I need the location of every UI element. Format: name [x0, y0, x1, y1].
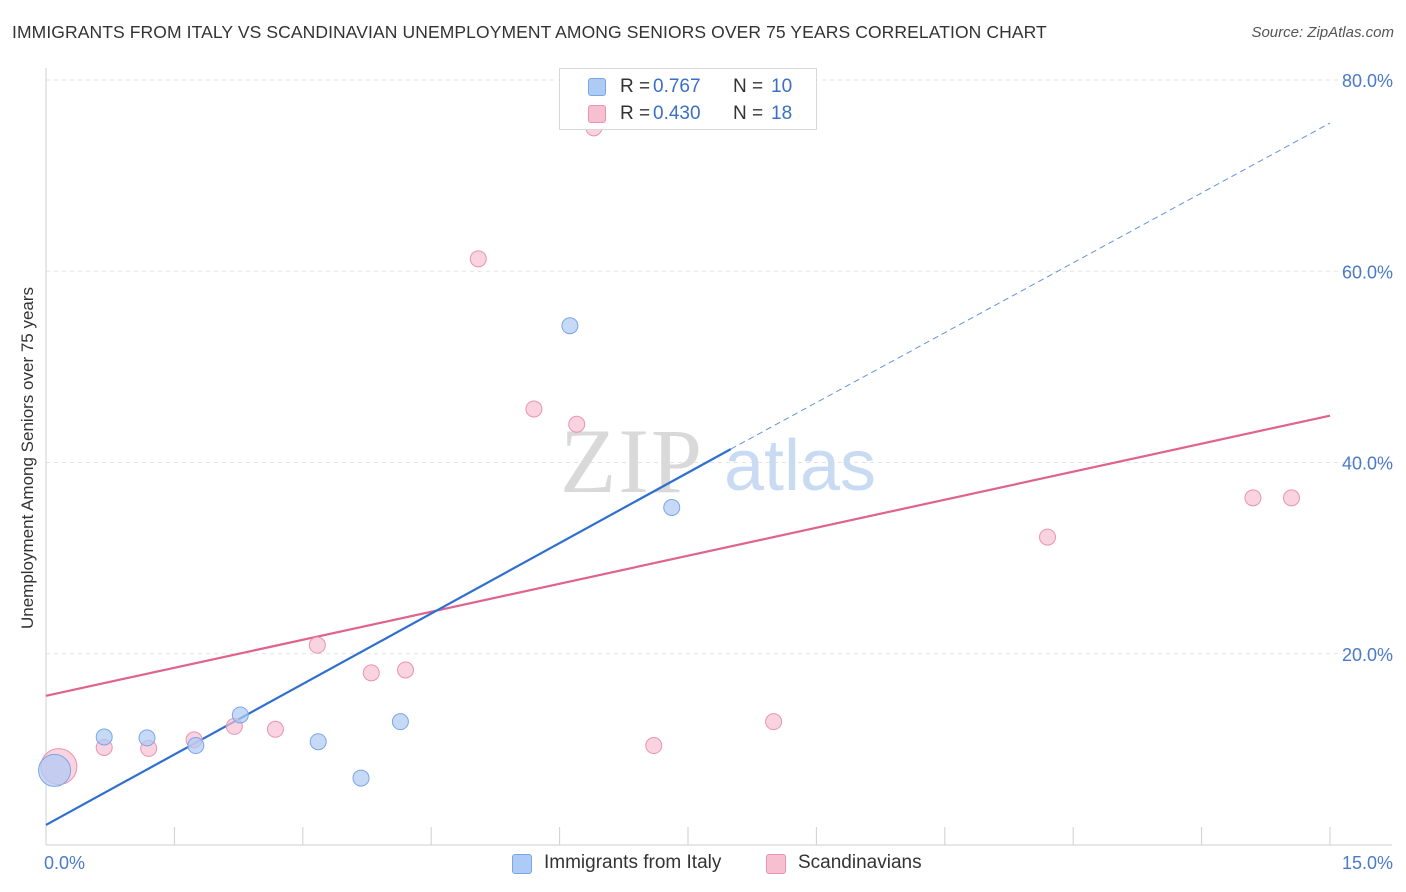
trend-line-scandinavians	[45, 414, 1331, 697]
point-scandinavians	[266, 720, 284, 738]
point-scandinavians	[1244, 489, 1262, 507]
n-value: 10	[771, 76, 793, 97]
point-scandinavians	[1282, 489, 1300, 507]
data-points	[38, 119, 1300, 787]
x-tick-label-max: 15.0%	[1342, 853, 1393, 873]
chart-title: IMMIGRANTS FROM ITALY VS SCANDINAVIAN UN…	[12, 22, 1047, 42]
point-italy	[309, 733, 327, 751]
point-scandinavians	[308, 636, 326, 654]
r-label: R =	[620, 103, 651, 124]
watermark-atlas: atlas	[724, 426, 876, 506]
y-tick-label: 20.0%	[1342, 645, 1393, 665]
axes	[45, 68, 1392, 846]
n-label: N =	[733, 76, 764, 97]
y-tick-label: 60.0%	[1342, 262, 1393, 282]
point-scandinavians	[362, 664, 380, 682]
trend-line-italy-extension	[730, 122, 1331, 450]
y-tick-label: 40.0%	[1342, 454, 1393, 474]
point-scandinavians	[1039, 528, 1057, 546]
y-tick-label: 80.0%	[1342, 71, 1393, 91]
grid-lines	[46, 79, 1392, 655]
bottom-legend-label-italy: Immigrants from Italy	[544, 852, 722, 873]
point-italy	[38, 753, 72, 787]
bottom-legend-swatch-italy	[512, 854, 532, 874]
x-tick-label-min: 0.0%	[44, 853, 85, 873]
point-scandinavians	[525, 400, 543, 418]
point-italy	[95, 728, 113, 746]
point-italy	[391, 713, 409, 731]
trend-line-italy	[45, 448, 732, 826]
point-italy	[231, 706, 249, 724]
trend-lines	[45, 122, 1331, 826]
point-scandinavians	[568, 415, 586, 433]
source-attribution: Source: ZipAtlas.com	[1251, 24, 1394, 41]
point-italy	[561, 317, 579, 335]
n-value: 18	[771, 103, 793, 124]
tick-labels: 20.0% 40.0% 60.0% 80.0% 0.0% 15.0%	[44, 71, 1393, 873]
legend-swatch-scandinavians	[588, 105, 606, 123]
legend-swatch-italy	[588, 78, 606, 96]
point-italy	[352, 769, 370, 787]
r-value: 0.430	[653, 103, 701, 124]
bottom-legend-swatch-scandinavians	[766, 854, 786, 874]
point-italy	[663, 498, 681, 516]
point-scandinavians	[397, 661, 415, 679]
bottom-legend-label-scandinavians: Scandinavians	[798, 852, 922, 873]
point-italy	[138, 729, 156, 747]
point-scandinavians	[645, 737, 663, 755]
point-scandinavians	[765, 713, 783, 731]
point-scandinavians	[469, 250, 487, 268]
correlation-legend: R = 0.767 N = 10 R = 0.430 N = 18	[559, 68, 817, 130]
r-label: R =	[620, 76, 651, 97]
point-italy	[187, 737, 205, 755]
n-label: N =	[733, 103, 764, 124]
r-value: 0.767	[653, 76, 701, 97]
